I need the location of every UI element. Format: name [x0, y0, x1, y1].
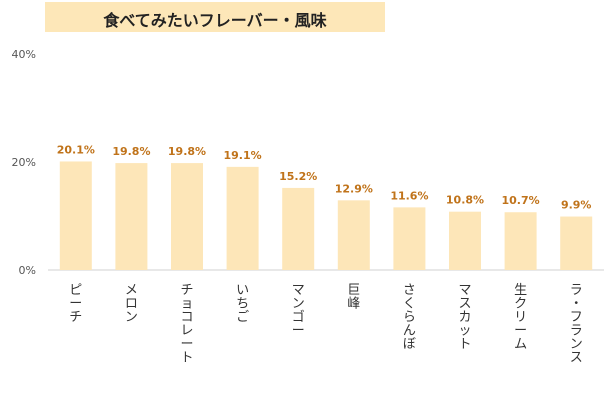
chart-title-band: 食べてみたいフレーバー・風味 — [45, 2, 385, 32]
data-label: 9.9% — [561, 199, 592, 212]
bar — [449, 211, 481, 270]
x-tick-label: さくらんぼ — [403, 283, 416, 352]
data-label: 20.1% — [57, 143, 95, 156]
data-label: 19.1% — [224, 149, 262, 162]
x-tick-label: 巨峰 — [347, 283, 360, 312]
bar — [226, 166, 259, 270]
data-label: 10.7% — [502, 194, 540, 207]
data-label: 11.6% — [390, 189, 428, 202]
bar — [393, 207, 426, 270]
y-tick-label: 20% — [12, 156, 36, 169]
data-label: 15.2% — [279, 170, 317, 183]
bar — [171, 163, 203, 270]
x-tick-label: チョコレート — [180, 283, 193, 366]
y-tick-label: 0% — [19, 264, 36, 277]
data-label: 19.8% — [168, 145, 206, 158]
x-tick-label: メロン — [125, 283, 138, 325]
bar — [115, 163, 148, 270]
x-tick-label: マンゴー — [292, 283, 305, 339]
x-tick-label: ピーチ — [69, 283, 82, 325]
bar — [59, 161, 92, 270]
x-tick-label: 生クリーム — [514, 283, 527, 352]
x-tick-label: いちご — [236, 283, 249, 325]
data-label: 10.8% — [446, 194, 484, 207]
x-tick-label: ラ・フランス — [570, 283, 583, 366]
chart-title: 食べてみたいフレーバー・風味 — [103, 11, 327, 30]
data-label: 12.9% — [335, 182, 373, 195]
x-tick-label: マスカット — [458, 283, 471, 352]
bar — [337, 200, 370, 270]
data-label: 19.8% — [112, 145, 150, 158]
y-tick-label: 40% — [12, 48, 36, 61]
bar — [504, 212, 537, 270]
bar — [560, 216, 593, 270]
bar — [282, 187, 315, 270]
